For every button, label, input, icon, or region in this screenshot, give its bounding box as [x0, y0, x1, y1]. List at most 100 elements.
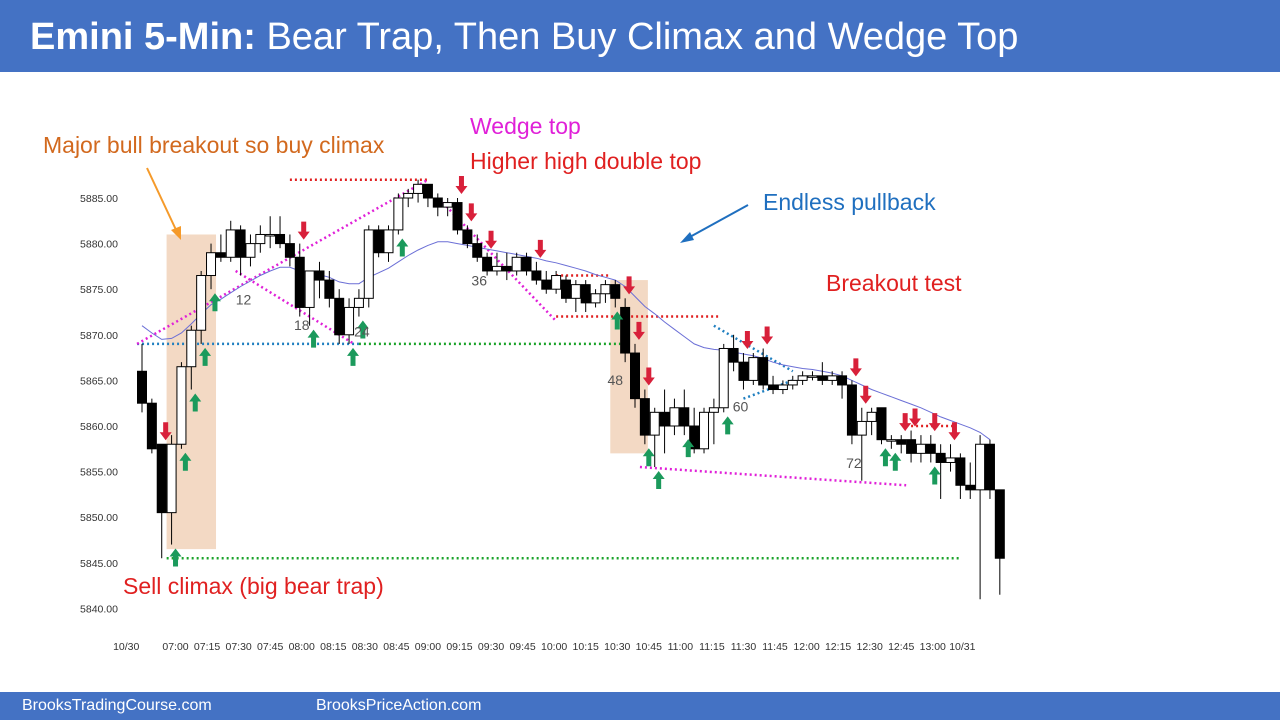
candle — [768, 375, 779, 395]
bull-arrow-shape — [307, 329, 320, 348]
bear-candle-body — [560, 279, 571, 299]
bear-candle-body — [541, 279, 552, 290]
candle — [856, 407, 867, 481]
trend-line — [136, 178, 429, 346]
bull-arrow-icon — [208, 293, 221, 312]
candle — [551, 270, 562, 294]
candle — [324, 270, 335, 308]
bull-candle-body — [176, 366, 187, 445]
bull-candle-body — [442, 202, 453, 208]
candle — [955, 453, 966, 499]
candle — [383, 225, 394, 262]
bear-arrow-icon — [632, 321, 645, 340]
bull-candle-body — [866, 411, 877, 422]
bull-arrow-shape — [347, 347, 360, 366]
x-tick-label: 09:00 — [415, 641, 441, 653]
bear-candle-body — [501, 265, 512, 272]
annotation-higher-high-double-top: Higher high double top — [470, 148, 701, 174]
title-rest: Bear Trap, Then Buy Climax and Wedge Top — [266, 16, 1019, 58]
candle — [146, 398, 157, 454]
candle — [196, 270, 207, 344]
candlestick-chart: 5885.00 5880.00 5875.00 5870.00 5865.00 5860.… — [43, 113, 1005, 653]
candle — [442, 198, 453, 217]
bear-candle-body — [738, 361, 749, 381]
x-tick-label: 12:45 — [888, 641, 914, 653]
bear-arrow-shape — [948, 422, 961, 441]
y-tick-label: 5845.00 — [80, 558, 118, 570]
bear-arrow-icon — [761, 326, 774, 345]
candle — [570, 280, 581, 312]
candle — [166, 435, 177, 545]
bear-arrow-icon — [928, 413, 941, 432]
candle — [748, 353, 759, 385]
bear-arrow-shape — [849, 358, 862, 377]
bull-candle-body — [807, 375, 818, 378]
x-tick-label: 07:30 — [225, 641, 251, 653]
bull-candle-body — [265, 233, 276, 237]
bear-candle-body — [659, 411, 670, 427]
bear-arrow-icon — [485, 230, 498, 249]
candle — [807, 371, 818, 381]
candle — [797, 371, 808, 385]
bull-candle-body — [945, 457, 956, 463]
bull-candle-body — [699, 411, 710, 450]
bull-candle-body — [393, 197, 404, 231]
bear-candle-body — [817, 375, 828, 381]
candle — [689, 407, 700, 454]
footer-link-right[interactable]: BrooksPriceAction.com — [316, 697, 482, 714]
bull-arrow-shape — [721, 416, 734, 435]
bear-candle-body — [482, 256, 493, 272]
footer: BrooksTradingCourse.com BrooksPriceActio… — [0, 692, 1280, 720]
bear-arrow-shape — [623, 276, 636, 295]
y-tick-label: 5885.00 — [80, 193, 118, 205]
bear-candle-body — [906, 439, 917, 454]
bear-candle-body — [837, 375, 848, 386]
bull-candle-body — [649, 411, 660, 436]
bull-candle-body — [748, 357, 759, 381]
bear-candle-body — [876, 407, 887, 441]
bear-candle-body — [639, 398, 650, 436]
x-tick-label: 07:45 — [257, 641, 283, 653]
x-tick-label: 07:15 — [194, 641, 220, 653]
bear-candle-body — [137, 370, 147, 404]
y-tick-label: 5880.00 — [80, 239, 118, 251]
candle — [787, 375, 798, 390]
bull-candle-body — [196, 275, 207, 331]
bull-arrow-icon — [652, 471, 665, 490]
bear-arrow-icon — [534, 239, 547, 258]
bull-candle-body — [206, 252, 217, 277]
candle — [590, 289, 601, 308]
x-tick-label: 11:45 — [762, 641, 788, 653]
bull-candle-body — [225, 229, 236, 258]
bull-arrow-shape — [611, 311, 624, 330]
bear-arrow-shape — [297, 221, 310, 240]
bear-arrow-shape — [909, 408, 922, 427]
bear-arrow-shape — [632, 321, 645, 340]
footer-link-left[interactable]: BrooksTradingCourse.com — [22, 697, 212, 714]
x-tick-label: 09:15 — [446, 641, 472, 653]
candle — [669, 398, 680, 436]
bear-candle-body — [768, 384, 779, 391]
bear-arrow-icon — [849, 358, 862, 377]
bear-candle-body — [935, 452, 946, 463]
x-tick-label: 09:30 — [478, 641, 504, 653]
bull-arrow-shape — [208, 293, 221, 312]
bear-arrow-icon — [159, 422, 172, 441]
bear-candle-body — [235, 229, 246, 258]
bear-candle-body — [610, 284, 621, 299]
candle — [630, 343, 640, 408]
bull-arrow-shape — [928, 466, 941, 485]
candle — [718, 343, 729, 413]
bull-arrow-icon — [611, 311, 624, 330]
annotation-wedge-top: Wedge top — [470, 113, 581, 139]
bar-count-label: 48 — [607, 372, 623, 388]
bar-count-label: 60 — [733, 398, 749, 414]
bear-candle-body — [925, 443, 936, 454]
bear-arrow-icon — [465, 203, 478, 222]
bear-candle-body — [984, 443, 995, 491]
bear-arrow-shape — [899, 413, 912, 432]
y-tick-label: 5865.00 — [80, 375, 118, 387]
bear-candle-body — [580, 284, 591, 304]
bear-candle-body — [531, 270, 542, 281]
bear-candle-body — [275, 233, 286, 245]
